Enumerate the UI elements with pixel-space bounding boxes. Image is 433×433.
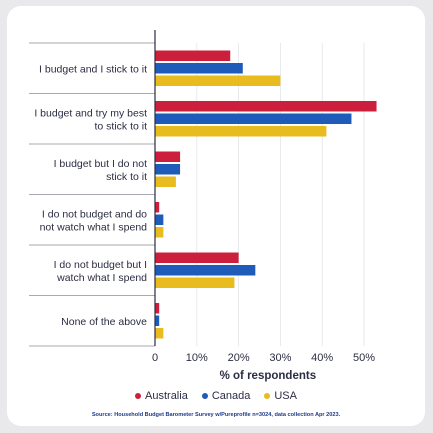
legend-swatch (264, 393, 270, 399)
legend-swatch (202, 393, 208, 399)
bar-australia (155, 152, 180, 163)
category-label-line: I do not budget and do (42, 208, 147, 220)
category-label-line: stick to it (106, 171, 147, 183)
bar-usa (155, 227, 163, 238)
category-label-line: not watch what I spend (40, 221, 148, 233)
bar-australia (155, 253, 239, 264)
bar-usa (155, 278, 234, 289)
category-label-line: I budget but I do not (54, 158, 147, 170)
bar-australia (155, 101, 377, 112)
bar-australia (155, 202, 159, 213)
category-label: I do not budget and do not watch what I s… (40, 208, 148, 233)
category-label-line: I do not budget but I (54, 259, 147, 271)
bar-canada (155, 114, 351, 125)
bar-usa (155, 177, 176, 188)
legend-item-canada: Canada (202, 390, 251, 402)
source-note: Source: Household Budget Barometer Surve… (7, 412, 425, 418)
bar-canada (155, 265, 255, 276)
x-tick-label: 0 (152, 352, 158, 364)
legend-label: USA (274, 390, 297, 402)
category-label-line: I budget and try my best (34, 107, 147, 119)
bar-canada (155, 63, 243, 74)
bar-usa (155, 76, 280, 87)
x-tick-label: 50% (353, 352, 375, 364)
bar-australia (155, 51, 230, 62)
x-tick-label: 10% (186, 352, 208, 364)
legend-item-australia: Australia (135, 390, 188, 402)
legend-label: Canada (212, 390, 251, 402)
category-label: I budget and try my best to stick to it (34, 107, 147, 132)
bar-chart: I budget and I stick to it I budget and t… (7, 6, 425, 386)
category-label-line: None of the above (61, 316, 147, 328)
chart-card: I budget and I stick to it I budget and t… (7, 6, 425, 426)
category-label: I budget but I do not stick to it (54, 158, 148, 183)
bar-australia (155, 303, 159, 314)
bar-usa (155, 328, 163, 339)
legend-label: Australia (145, 390, 188, 402)
category-label-line: watch what I spend (56, 272, 147, 284)
x-axis-title: % of respondents (220, 370, 316, 382)
bar-usa (155, 126, 326, 137)
legend: Australia Canada USA (7, 390, 425, 402)
x-tick-label: 20% (228, 352, 250, 364)
bar-canada (155, 215, 163, 226)
bar-canada (155, 316, 159, 327)
category-label: I budget and I stick to it (39, 63, 147, 75)
bar-canada (155, 164, 180, 175)
category-label: None of the above (61, 316, 147, 328)
legend-swatch (135, 393, 141, 399)
category-label-line: to stick to it (94, 120, 147, 132)
x-tick-label: 30% (269, 352, 291, 364)
legend-item-usa: USA (264, 390, 297, 402)
x-tick-label: 40% (311, 352, 333, 364)
category-label-line: I budget and I stick to it (39, 63, 147, 75)
